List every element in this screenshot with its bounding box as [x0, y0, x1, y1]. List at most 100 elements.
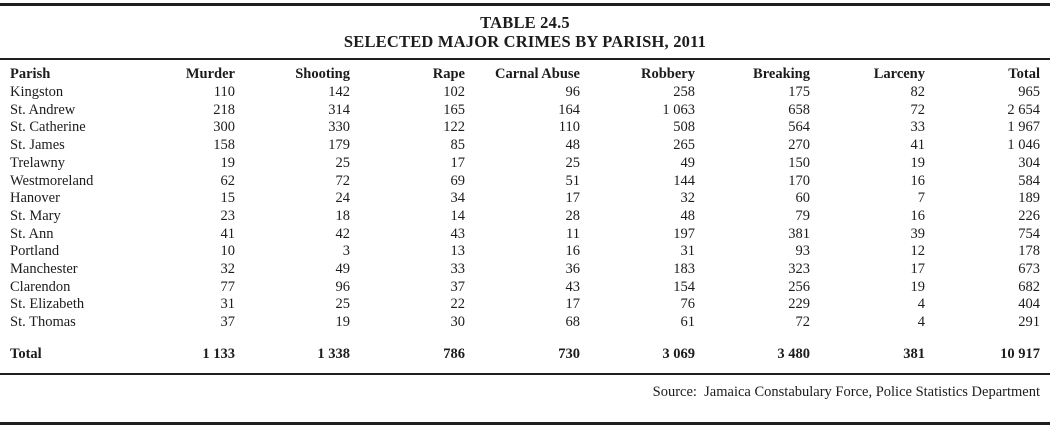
header-top-rule [0, 58, 1050, 60]
column-header-shooting: Shooting [295, 66, 350, 83]
value-cell: 229 [788, 296, 810, 313]
value-cell: 330 [328, 119, 350, 136]
value-cell: 584 [1018, 172, 1040, 189]
table-number: TABLE 24.5 [480, 13, 570, 32]
value-cell: 68 [565, 314, 581, 331]
value-cell: 16 [910, 207, 926, 224]
value-cell: 300 [213, 119, 235, 136]
value-cell: 25 [565, 154, 581, 171]
value-cell: 183 [673, 261, 695, 278]
value-cell: 77 [220, 278, 236, 295]
value-cell: 270 [788, 137, 810, 154]
column-header-total: Total [1008, 66, 1040, 83]
value-cell: 4 [917, 314, 925, 331]
footer-rule [0, 372, 1050, 375]
value-cell: 508 [673, 119, 695, 136]
table-row: Manchester 32 49 33 36 183 323 17 673 [10, 261, 1040, 279]
value-cell: 32 [680, 190, 696, 207]
value-cell: 25 [335, 296, 351, 313]
parish-cell: Westmoreland [10, 172, 94, 189]
total-grand: 10 917 [1000, 345, 1040, 362]
total-breaking: 3 480 [777, 345, 810, 362]
value-cell: 19 [910, 154, 926, 171]
parish-cell: Trelawny [10, 154, 66, 171]
column-header-breaking: Breaking [753, 66, 810, 83]
value-cell: 175 [788, 84, 810, 100]
table-header: Parish Murder Shooting Rape Carnal Abuse… [10, 62, 1040, 84]
value-cell: 51 [565, 172, 581, 189]
value-cell: 61 [680, 314, 696, 331]
value-cell: 218 [213, 101, 235, 118]
value-cell: 23 [220, 207, 236, 224]
value-cell: 32 [220, 261, 236, 278]
value-cell: 41 [220, 225, 236, 242]
value-cell: 33 [910, 119, 926, 136]
value-cell: 82 [910, 84, 926, 100]
total-carnal-abuse: 730 [558, 345, 580, 362]
value-cell: 79 [795, 207, 811, 224]
value-cell: 150 [788, 154, 810, 171]
value-cell: 49 [335, 261, 351, 278]
value-cell: 17 [565, 296, 581, 313]
table-row: Hanover 15 24 34 17 32 60 7 189 [10, 190, 1040, 208]
value-cell: 62 [220, 172, 236, 189]
table-row: Trelawny 19 25 17 25 49 150 19 304 [10, 155, 1040, 173]
total-shooting: 1 338 [317, 345, 350, 362]
value-cell: 34 [450, 190, 466, 207]
value-cell: 226 [1018, 207, 1040, 224]
value-cell: 110 [558, 119, 580, 136]
value-cell: 754 [1018, 225, 1040, 242]
column-header-parish: Parish [10, 66, 51, 83]
value-cell: 564 [788, 119, 810, 136]
parish-cell: Kingston [10, 84, 64, 100]
value-cell: 110 [213, 84, 235, 100]
table-body: Kingston 110 142 102 96 258 175 82 965 St. Andrew… [10, 84, 1040, 332]
value-cell: 179 [328, 137, 350, 154]
value-cell: 154 [673, 278, 695, 295]
value-cell: 25 [335, 154, 351, 171]
value-cell: 7 [917, 190, 925, 207]
table-title-block: TABLE 24.5 SELECTED MAJOR CRIMES BY PARI… [0, 13, 1050, 51]
value-cell: 16 [565, 243, 581, 260]
value-cell: 43 [450, 225, 466, 242]
source-note: Source: Jamaica Constabulary Force, Poli… [652, 383, 1040, 400]
value-cell: 28 [565, 207, 581, 224]
column-header-murder: Murder [185, 66, 235, 83]
value-cell: 189 [1018, 190, 1040, 207]
value-cell: 41 [910, 137, 926, 154]
value-cell: 48 [565, 137, 581, 154]
header-row: Parish Murder Shooting Rape Carnal Abuse… [10, 62, 1040, 84]
value-cell: 93 [795, 243, 811, 260]
value-cell: 265 [673, 137, 695, 154]
table-row: St. James 158 179 85 48 265 270 41 1 046 [10, 137, 1040, 155]
value-cell: 17 [450, 154, 466, 171]
table-row: Westmoreland 62 72 69 51 144 170 16 584 [10, 173, 1040, 191]
value-cell: 43 [565, 278, 581, 295]
value-cell: 13 [450, 243, 466, 260]
total-larceny: 381 [903, 345, 925, 362]
value-cell: 85 [450, 137, 466, 154]
parish-cell: Manchester [10, 261, 78, 278]
value-cell: 256 [788, 278, 810, 295]
value-cell: 142 [328, 84, 350, 100]
value-cell: 1 063 [662, 101, 695, 118]
value-cell: 165 [443, 101, 465, 118]
value-cell: 17 [565, 190, 581, 207]
value-cell: 39 [910, 225, 926, 242]
value-cell: 15 [220, 190, 236, 207]
table-row: Kingston 110 142 102 96 258 175 82 965 [10, 84, 1040, 102]
value-cell: 673 [1018, 261, 1040, 278]
parish-cell: Clarendon [10, 278, 71, 295]
value-cell: 69 [450, 172, 466, 189]
value-cell: 381 [788, 225, 810, 242]
value-cell: 72 [335, 172, 351, 189]
value-cell: 178 [1018, 243, 1040, 260]
value-cell: 965 [1018, 84, 1040, 100]
value-cell: 11 [566, 225, 580, 242]
value-cell: 4 [917, 296, 925, 313]
value-cell: 258 [673, 84, 695, 100]
value-cell: 122 [443, 119, 465, 136]
value-cell: 291 [1018, 314, 1040, 331]
value-cell: 14 [450, 207, 466, 224]
